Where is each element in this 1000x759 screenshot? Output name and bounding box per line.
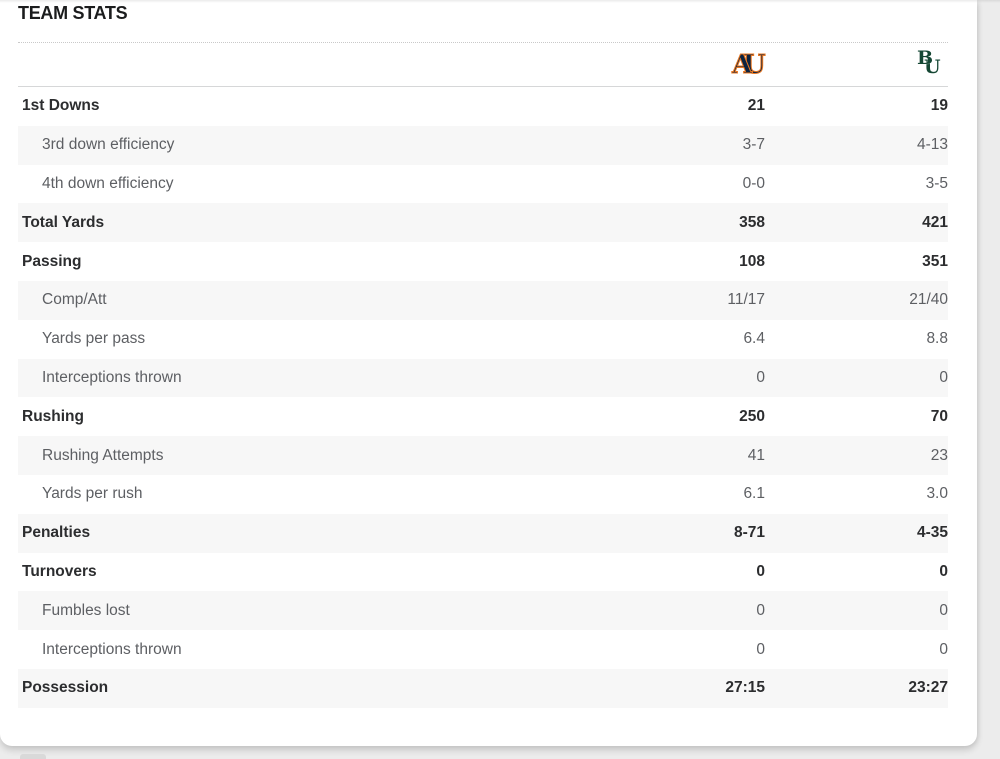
table-body: 1st Downs 21 19 3rd down efficiency 3-7 …	[18, 87, 948, 708]
table-row: 4th down efficiency 0-0 3-5	[18, 165, 948, 204]
table-row: Rushing Attempts 41 23	[18, 436, 948, 475]
away-value: 358	[739, 213, 765, 231]
table-row: Yards per pass 6.4 8.8	[18, 320, 948, 359]
away-value: 6.4	[743, 330, 765, 348]
stat-label: Turnovers	[22, 562, 97, 580]
home-value: 421	[922, 213, 948, 231]
table-row: Yards per rush 6.1 3.0	[18, 475, 948, 514]
stat-label: Total Yards	[22, 213, 105, 231]
home-value: 0	[939, 601, 948, 619]
stat-label: Yards per pass	[42, 330, 146, 348]
table-row: Comp/Att 11/17 21/40	[18, 280, 948, 320]
stat-label: Fumbles lost	[42, 601, 130, 619]
stat-label: Penalties	[22, 524, 91, 542]
panel-header: TEAM STATS	[18, 0, 948, 27]
panel-title: TEAM STATS	[18, 3, 128, 23]
away-value: 8-71	[733, 524, 765, 542]
away-value: 6.1	[743, 485, 765, 503]
table-row: Rushing 250 70	[18, 397, 948, 436]
home-value: 0	[939, 368, 948, 386]
stat-label: Interceptions thrown	[42, 368, 182, 386]
stat-label: Possession	[22, 679, 109, 697]
home-value: 23	[930, 446, 948, 464]
home-value: 4-35	[916, 524, 948, 542]
home-value: 0	[939, 640, 948, 658]
team-stats-panel: TEAM STATS U A U B 1st Downs 21	[0, 0, 977, 746]
table-row: Passing 108 351	[18, 242, 948, 281]
home-value: 70	[930, 407, 948, 425]
home-value: 0	[939, 562, 948, 580]
table-row: Penalties 8-71 4-35	[18, 513, 948, 553]
away-value: 0	[756, 368, 765, 386]
stat-label: 1st Downs	[22, 97, 100, 115]
away-value: 0	[756, 640, 765, 658]
stat-label: Interceptions thrown	[42, 640, 182, 658]
stat-label: 3rd down efficiency	[42, 136, 175, 154]
home-value: 351	[922, 252, 948, 270]
away-team-header: U A	[655, 49, 767, 80]
monogram-letter: A	[731, 49, 753, 80]
away-value: 250	[739, 407, 765, 425]
table-row: Turnovers 0 0	[18, 553, 948, 592]
table-row: Interceptions thrown 0 0	[18, 358, 948, 398]
monogram-letter: U	[924, 55, 941, 78]
away-value: 108	[739, 252, 765, 270]
table-row: Possession 27:15 23:27	[18, 668, 948, 708]
home-value: 4-13	[916, 136, 948, 154]
home-value: 3-5	[925, 174, 948, 192]
monogram-letter: B	[917, 46, 934, 69]
table-row: Total Yards 358 421	[18, 203, 948, 243]
away-value: 21	[747, 97, 765, 115]
away-value: 27:15	[725, 679, 765, 697]
home-value: 21/40	[909, 291, 948, 309]
dotted-divider	[18, 42, 948, 43]
home-value: 8.8	[926, 330, 948, 348]
stat-label: Comp/Att	[42, 291, 107, 309]
home-value: 3.0	[926, 485, 948, 503]
away-value: 11/17	[727, 291, 765, 309]
home-value: 19	[930, 97, 948, 115]
table-header-row: U A U B	[18, 43, 948, 87]
stat-label: Yards per rush	[42, 485, 143, 503]
stat-label: Rushing	[22, 407, 84, 425]
away-value: 0	[756, 601, 765, 619]
away-value: 3-7	[742, 136, 765, 154]
table-row: 1st Downs 21 19	[18, 87, 948, 126]
team-stats-table: U A U B 1st Downs 21 19 3rd down efficie…	[18, 43, 948, 708]
away-value: 0	[756, 562, 765, 580]
stat-label: Passing	[22, 252, 82, 270]
home-value: 23:27	[908, 679, 948, 697]
monogram-letter: U	[743, 49, 767, 80]
next-section-peek	[20, 754, 46, 759]
away-value: 0-0	[742, 174, 765, 192]
table-row: Fumbles lost 0 0	[18, 591, 948, 631]
stat-label: 4th down efficiency	[42, 174, 174, 192]
baylor-logo-icon: U B	[917, 46, 942, 79]
away-value: 41	[747, 446, 765, 464]
table-row: Interceptions thrown 0 0	[18, 630, 948, 669]
home-team-header: U B	[765, 46, 948, 79]
stat-label: Rushing Attempts	[42, 446, 164, 464]
auburn-logo-icon: U A	[731, 49, 767, 80]
table-row: 3rd down efficiency 3-7 4-13	[18, 125, 948, 165]
